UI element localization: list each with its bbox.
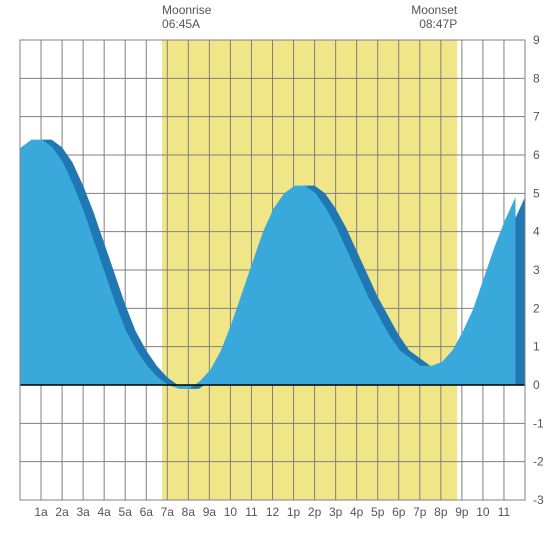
x-tick-label: 10 bbox=[224, 505, 238, 519]
y-tick-label: 9 bbox=[533, 33, 540, 47]
x-tick-label: 8a bbox=[182, 505, 196, 519]
x-tick-label: 4a bbox=[97, 505, 111, 519]
y-tick-label: 7 bbox=[533, 110, 540, 124]
x-tick-label: 1a bbox=[34, 505, 48, 519]
x-tick-label: 12 bbox=[266, 505, 280, 519]
x-tick-label: 9a bbox=[203, 505, 217, 519]
y-tick-label: 6 bbox=[533, 148, 540, 162]
x-tick-label: 11 bbox=[498, 505, 511, 519]
y-tick-label: 8 bbox=[533, 71, 540, 85]
chart-svg: 1a2a3a4a5a6a7a8a9a1011121p2p3p4p5p6p7p8p… bbox=[0, 0, 550, 550]
x-tick-label: 4p bbox=[350, 505, 364, 519]
y-tick-label: -3 bbox=[533, 493, 544, 507]
y-tick-label: 3 bbox=[533, 263, 540, 277]
y-tick-label: 1 bbox=[533, 340, 540, 354]
x-tick-label: 6a bbox=[140, 505, 154, 519]
label-moonset-time: 08:47P bbox=[419, 17, 457, 31]
tide-chart: 1a2a3a4a5a6a7a8a9a1011121p2p3p4p5p6p7p8p… bbox=[0, 0, 550, 550]
x-tick-label: 9p bbox=[455, 505, 469, 519]
x-tick-label: 10 bbox=[476, 505, 490, 519]
y-tick-label: 2 bbox=[533, 301, 540, 315]
x-tick-label: 5a bbox=[119, 505, 133, 519]
y-tick-label: 0 bbox=[533, 378, 540, 392]
x-tick-label: 7p bbox=[413, 505, 427, 519]
y-tick-label: 4 bbox=[533, 225, 540, 239]
label-moonset-title: Moonset bbox=[411, 3, 458, 17]
x-tick-label: 1p bbox=[287, 505, 301, 519]
y-tick-label: 5 bbox=[533, 186, 540, 200]
x-tick-label: 6p bbox=[392, 505, 406, 519]
y-tick-label: -1 bbox=[533, 416, 544, 430]
x-tick-label: 3p bbox=[329, 505, 343, 519]
x-tick-label: 2a bbox=[55, 505, 69, 519]
x-tick-label: 3a bbox=[76, 505, 90, 519]
x-tick-label: 5p bbox=[371, 505, 385, 519]
x-tick-label: 8p bbox=[434, 505, 448, 519]
x-tick-label: 7a bbox=[161, 505, 175, 519]
label-moonrise-time: 06:45A bbox=[162, 17, 200, 31]
label-moonrise-title: Moonrise bbox=[162, 3, 212, 17]
x-tick-label: 2p bbox=[308, 505, 322, 519]
y-tick-label: -2 bbox=[533, 455, 544, 469]
x-tick-label: 11 bbox=[245, 505, 258, 519]
